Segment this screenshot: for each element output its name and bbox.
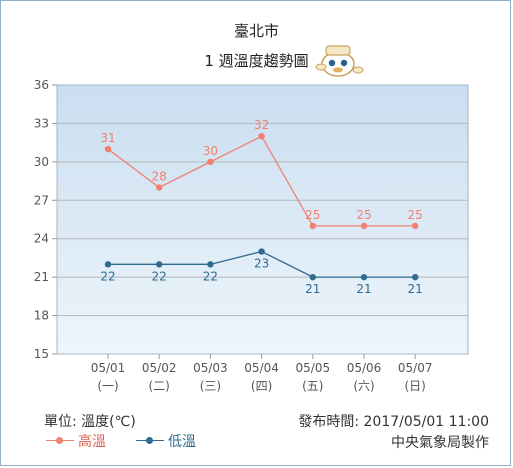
low-temp-point bbox=[207, 261, 214, 268]
high-temp-point bbox=[156, 184, 163, 191]
weather-mascot-icon bbox=[315, 45, 364, 77]
x-tick-weekday: (二) bbox=[149, 379, 170, 393]
source-label: 中央氣象局製作 bbox=[391, 435, 489, 451]
legend-high-label: 高溫 bbox=[78, 434, 106, 450]
legend-low-marker bbox=[136, 432, 164, 450]
low-temp-label: 21 bbox=[305, 282, 320, 296]
low-temp-point bbox=[258, 248, 265, 255]
unit-label: 單位: 溫度(℃) bbox=[44, 414, 136, 430]
x-tick-weekday: (日) bbox=[405, 379, 426, 393]
temperature-chart: 15 18 21 24 27 30 33 36 05/01 (一) 05/02 (二) 05/03 (三)… bbox=[34, 78, 469, 393]
high-temp-label: 25 bbox=[356, 208, 371, 222]
low-temp-point bbox=[104, 261, 112, 268]
plot-border bbox=[56, 84, 469, 355]
low-temp-label: 23 bbox=[254, 257, 269, 271]
x-tick-label: 05/01 bbox=[91, 361, 126, 375]
publish-time: 發布時間: 2017/05/01 11:00 bbox=[298, 414, 489, 430]
y-tick-label: 18 bbox=[34, 309, 49, 323]
low-temp-point bbox=[360, 273, 368, 281]
low-temp-point bbox=[309, 273, 316, 281]
low-temp-label: 22 bbox=[152, 269, 167, 283]
high-temp-label: 25 bbox=[305, 208, 320, 222]
x-tick-weekday: (五) bbox=[302, 379, 323, 393]
chart-subtitle: 1 週溫度趨勢圖 bbox=[204, 52, 309, 70]
y-tick-label: 33 bbox=[34, 116, 49, 130]
high-temp-point bbox=[360, 222, 368, 230]
low-temp-label: 22 bbox=[100, 269, 115, 283]
high-temp-label: 25 bbox=[408, 208, 423, 222]
x-tick-label: 05/05 bbox=[296, 361, 331, 375]
low-temp-label: 22 bbox=[203, 269, 218, 283]
low-temp-point bbox=[412, 273, 419, 281]
plot-area bbox=[57, 85, 468, 354]
x-tick-label: 05/06 bbox=[347, 361, 382, 375]
high-temp-label: 31 bbox=[100, 131, 115, 145]
legend-low: 低溫 bbox=[136, 432, 196, 450]
x-tick-label: 05/07 bbox=[398, 361, 433, 375]
legend-high: 高溫 bbox=[46, 432, 106, 450]
y-tick-label: 27 bbox=[34, 193, 49, 207]
high-temp-label: 28 bbox=[152, 169, 167, 183]
low-temp-label: 21 bbox=[356, 282, 371, 296]
x-tick-weekday: (四) bbox=[251, 379, 272, 393]
x-tick-label: 05/02 bbox=[142, 361, 177, 375]
low-temp-label: 21 bbox=[408, 282, 423, 296]
low-temp-point bbox=[156, 261, 163, 268]
x-tick-weekday: (六) bbox=[353, 379, 374, 393]
x-tick-label: 05/03 bbox=[193, 361, 228, 375]
legend-low-label: 低溫 bbox=[168, 434, 196, 450]
x-tick-weekday: (一) bbox=[97, 379, 118, 393]
x-tick-label: 05/04 bbox=[244, 361, 279, 375]
high-temp-point bbox=[104, 145, 112, 153]
y-tick-label: 30 bbox=[34, 155, 49, 169]
x-tick-weekday: (三) bbox=[200, 379, 221, 393]
legend-high-marker bbox=[46, 432, 74, 450]
high-temp-point bbox=[309, 222, 316, 230]
high-temp-point bbox=[258, 133, 265, 140]
y-tick-label: 15 bbox=[34, 347, 49, 361]
high-temp-point bbox=[207, 158, 214, 166]
high-temp-label: 32 bbox=[254, 118, 269, 132]
y-tick-label: 36 bbox=[34, 78, 49, 92]
y-tick-label: 24 bbox=[34, 232, 49, 246]
high-temp-point bbox=[412, 222, 419, 230]
y-tick-label: 21 bbox=[34, 270, 49, 284]
chart-title: 臺北市 bbox=[233, 22, 279, 40]
high-temp-label: 30 bbox=[203, 144, 218, 158]
